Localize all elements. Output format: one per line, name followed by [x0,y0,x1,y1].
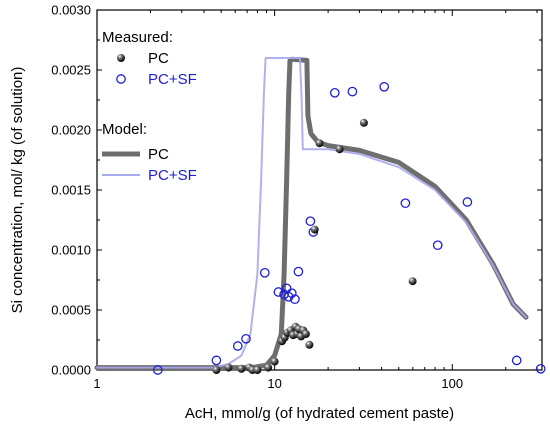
x-tick-label: 10 [267,376,281,391]
pcsf-point [379,81,390,92]
pc-point [212,366,221,374]
pc-point [264,363,273,372]
pc-point [335,145,344,154]
model-pc-line [94,56,529,371]
pcsf-point [259,267,270,278]
pc-point [270,357,279,366]
pcsf-point [286,288,297,299]
legend-pc-label: PC [148,50,169,67]
legend-pc-marker [117,54,125,62]
pcsf-point [511,355,522,366]
model-curves [94,56,529,371]
pc-point [408,277,417,286]
pcsf-point [432,240,443,251]
pc-point [310,225,319,234]
pcsf-point [241,333,251,344]
pc-point [315,139,324,148]
ticks: 0.0000 0.0005 0.0010 0.0015 0.0020 0.0025 0.00… [51,3,542,391]
pc-point [359,118,368,127]
pcsf-point [232,341,243,351]
model-pcsf-line [96,57,527,369]
pcsf-point [152,365,163,375]
y-tick-label: 0.0005 [51,303,91,318]
pc-point [224,363,233,372]
legend-model-title: Model: [102,121,147,138]
pcsf-point [273,287,284,297]
pc-point [237,364,246,373]
y-axis-title: Si concentration, mol/ kg (of solution) [9,67,26,314]
pcsf-point [535,363,546,374]
pc-point [253,366,262,374]
legend: Measured: PC PC+SF Model: PC PC+SF [102,29,197,184]
y-tick-label: 0.0015 [51,183,91,198]
pcsf-point [293,266,304,277]
legend-measured-title: Measured: [102,29,173,46]
legend-pcsf-point [116,74,126,84]
y-tick-label: 0.0020 [51,123,91,138]
legend-model-pcsf-label: PC+SF [148,167,197,184]
x-tick-label: 100 [441,376,463,391]
legend-model-pc-label: PC [148,146,169,163]
y-tick-label: 0.0000 [51,363,91,378]
pcsf-point [305,216,316,227]
y-tick-label: 0.0030 [51,3,91,18]
pc-point [301,330,310,338]
legend-pcsf-label: PC+SF [148,71,197,88]
pcsf-point [462,197,473,207]
y-tick-label: 0.0010 [51,243,91,258]
x-tick-label: 1 [93,376,100,391]
y-tick-label: 0.0025 [51,63,91,78]
x-axis-title: AcH, mmol/g (of hydrated cement paste) [185,405,454,422]
pcsf-point [211,355,222,366]
pcsf-point [347,86,358,97]
pcsf-point [329,87,340,98]
pcsf-point [290,294,300,305]
pcsf-point [400,198,411,209]
measured-points [152,81,546,375]
pc-point [305,340,314,349]
legend-pc-point [117,54,125,62]
